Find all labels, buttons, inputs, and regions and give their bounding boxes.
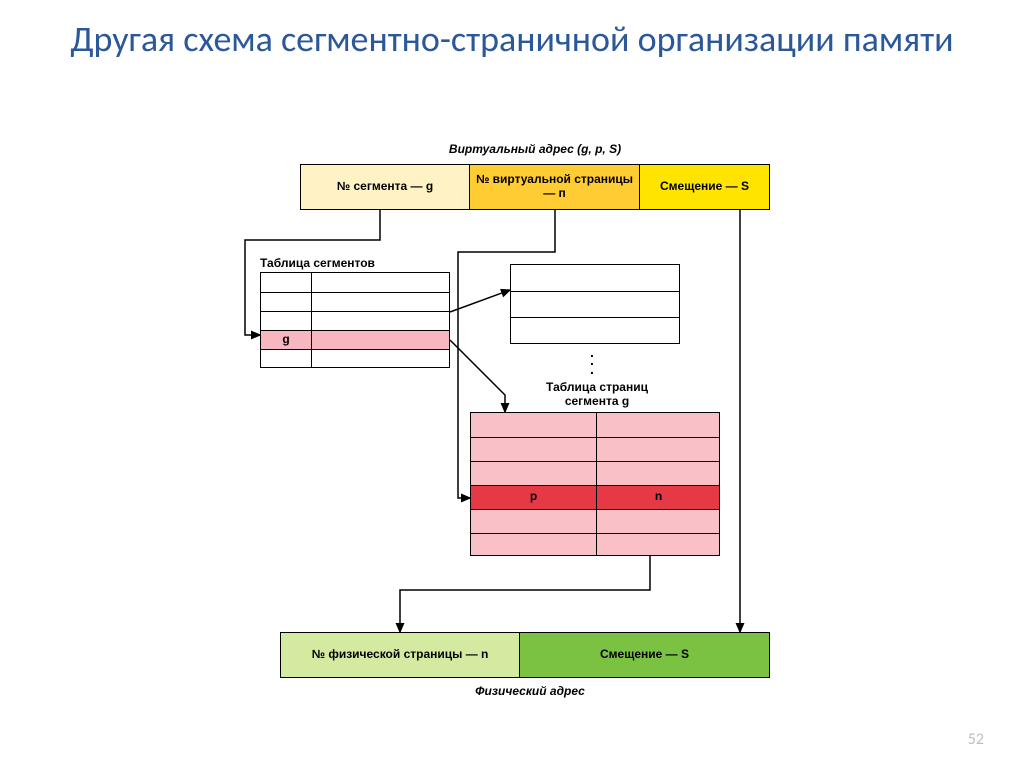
segment-table-label: Таблица сегментов [260, 256, 375, 270]
segment-table-g-cell: g [261, 330, 311, 349]
virtual-address-label: Виртуальный адрес (g, p, S) [420, 142, 650, 156]
ellipsis-dots: ... [590, 348, 594, 373]
segment-table: g [260, 272, 450, 368]
va-page: № виртуальной страницы — п [470, 164, 640, 210]
slide-title: Другая схема сегментно-страничной органи… [0, 18, 1024, 61]
diagram-canvas: Виртуальный адрес (g, p, S) № сегмента —… [180, 140, 880, 720]
va-segment: № сегмента — g [300, 164, 470, 210]
pa-page-text: № физической страницы — n [312, 648, 489, 662]
pa-offset: Смещение — S [520, 632, 770, 678]
page-table: p n [470, 412, 720, 556]
page-number: 52 [968, 730, 984, 749]
va-segment-text: № сегмента — g [337, 180, 433, 194]
page-table-label: Таблица страниц сегмента g [532, 380, 662, 408]
va-offset: Смещение — S [640, 164, 770, 210]
va-offset-text: Смещение — S [660, 180, 749, 194]
physical-address-label: Физический адрес [450, 684, 610, 698]
page-table-n-cell: n [596, 485, 721, 509]
va-page-text: № виртуальной страницы — п [470, 173, 639, 201]
pa-page: № физической страницы — n [280, 632, 520, 678]
page-table-p-cell: p [471, 485, 596, 509]
blank-table [510, 264, 680, 344]
pa-offset-text: Смещение — S [600, 648, 689, 662]
